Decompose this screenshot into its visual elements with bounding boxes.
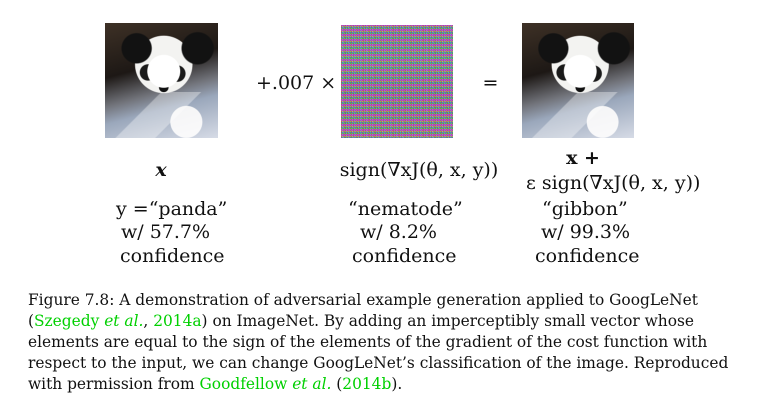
middle-class-line-2: w/ 8.2% [360,221,437,243]
adversarial-expression-line-2: ε sign(∇xJ(θ, x, y)) [526,172,701,194]
caption-line-5-prefix: with permission from [28,375,200,393]
adversarial-expression-line-1: x + [566,147,600,169]
equals-operator: = [482,72,499,94]
caption-line-3: elements are equal to the sign of the el… [28,333,708,351]
figure-caption: Figure 7.8: A demonstration of adversari… [28,290,736,395]
plus-scale-operator: +.007 × [256,72,337,94]
citation-goodfellow-author[interactable]: Goodfellow [199,375,288,393]
noise-image [341,25,453,138]
middle-class-line-1: “nematode” [348,198,463,220]
gradient-sign-text: sign(∇xJ(θ, x, y)) [339,159,499,181]
adversarial-panda-image [522,23,634,138]
left-class-line-3: confidence [120,245,225,267]
middle-class-line-3: confidence [352,245,457,267]
caption-line-4: respect to the input, we can change Goog… [28,354,729,372]
citation-szegedy-year[interactable]: 2014a [153,312,202,330]
caption-line-5: with permission from Goodfellow et al. (… [28,375,403,393]
left-class-line-2: w/ 57.7% [121,221,211,243]
citation-goodfellow-year[interactable]: 2014b [342,375,392,393]
citation-szegedy-author[interactable]: Szegedy [34,312,100,330]
input-variable-label: x [155,159,167,181]
caption-line-1: Figure 7.8: A demonstration of adversari… [28,291,698,309]
citation-goodfellow-etal[interactable]: et al. [292,375,332,393]
panda-image [105,23,218,138]
gradient-sign-expression: sign(∇xJ(θ, x, y)) [338,160,500,181]
right-class-line-3: confidence [535,245,640,267]
right-class-line-2: w/ 99.3% [541,221,631,243]
caption-line-2: (Szegedy et al., 2014a) on ImageNet. By … [28,312,694,330]
right-class-line-1: “gibbon” [542,198,628,220]
left-class-line-1: y =“panda” [116,198,228,220]
caption-line-2-rest: on ImageNet. By adding an imperceptibly … [207,312,694,330]
citation-szegedy-etal[interactable]: et al. [104,312,144,330]
